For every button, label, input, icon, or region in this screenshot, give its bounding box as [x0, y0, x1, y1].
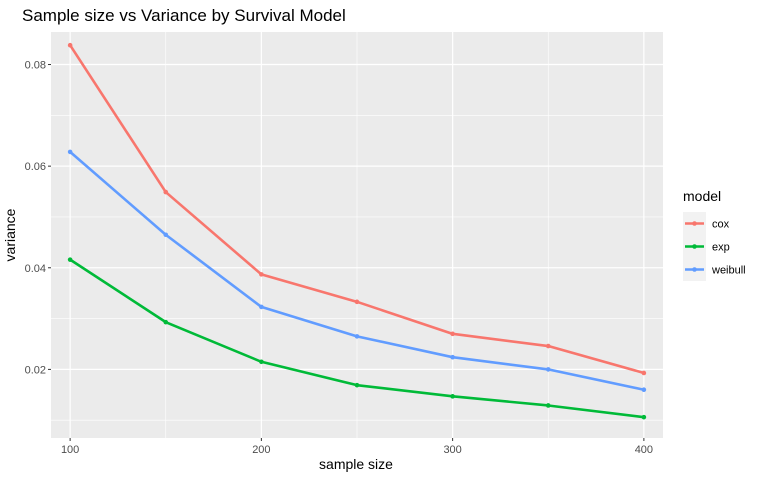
data-point-cox — [354, 299, 360, 305]
data-point-exp — [450, 394, 455, 399]
data-point-weibull — [450, 354, 455, 360]
x-axis: 100 200 300 400 — [61, 438, 653, 456]
y-tick-label: 0.08 — [25, 60, 46, 72]
legend-key-point-weibull — [692, 267, 697, 272]
data-point-weibull — [67, 149, 73, 155]
y-axis-label: variance — [2, 208, 18, 261]
series-layer — [67, 42, 647, 420]
x-tick-label: 100 — [61, 444, 79, 456]
data-point-exp — [259, 359, 264, 365]
data-point-exp — [545, 403, 551, 408]
data-point-weibull — [354, 334, 360, 339]
y-tick-label: 0.02 — [25, 364, 46, 376]
legend-key-point-exp — [692, 244, 697, 249]
legend-label-cox: cox — [712, 219, 730, 231]
data-point-cox — [545, 343, 551, 349]
data-point-cox — [67, 42, 73, 48]
data-point-cox — [641, 370, 647, 376]
data-point-weibull — [641, 387, 647, 393]
data-point-exp — [67, 257, 73, 262]
data-point-cox — [450, 331, 455, 337]
chart-title: Sample size vs Variance by Survival Mode… — [22, 6, 346, 25]
data-point-exp — [641, 414, 647, 420]
data-point-weibull — [163, 232, 169, 238]
data-point-exp — [354, 382, 360, 388]
data-point-exp — [163, 319, 169, 325]
x-axis-label: sample size — [319, 456, 393, 472]
x-tick-label: 200 — [252, 444, 270, 456]
legend-label-exp: exp — [712, 242, 730, 254]
data-point-cox — [163, 189, 169, 195]
legend-key-point-cox — [692, 221, 697, 226]
y-tick-label: 0.06 — [25, 161, 46, 173]
legend-title: model — [683, 188, 721, 204]
legend-label-weibull: weibull — [711, 265, 746, 277]
data-point-cox — [259, 272, 264, 277]
major-gridlines — [51, 32, 663, 438]
y-tick-label: 0.04 — [25, 263, 46, 275]
data-point-weibull — [545, 367, 551, 372]
minor-gridlines — [51, 32, 663, 438]
x-tick-label: 400 — [635, 444, 653, 456]
x-tick-label: 300 — [443, 444, 461, 456]
data-point-weibull — [259, 304, 264, 310]
legend: model cox exp weibull — [683, 188, 746, 281]
y-axis: 0.02 0.04 0.06 0.08 — [25, 60, 51, 376]
